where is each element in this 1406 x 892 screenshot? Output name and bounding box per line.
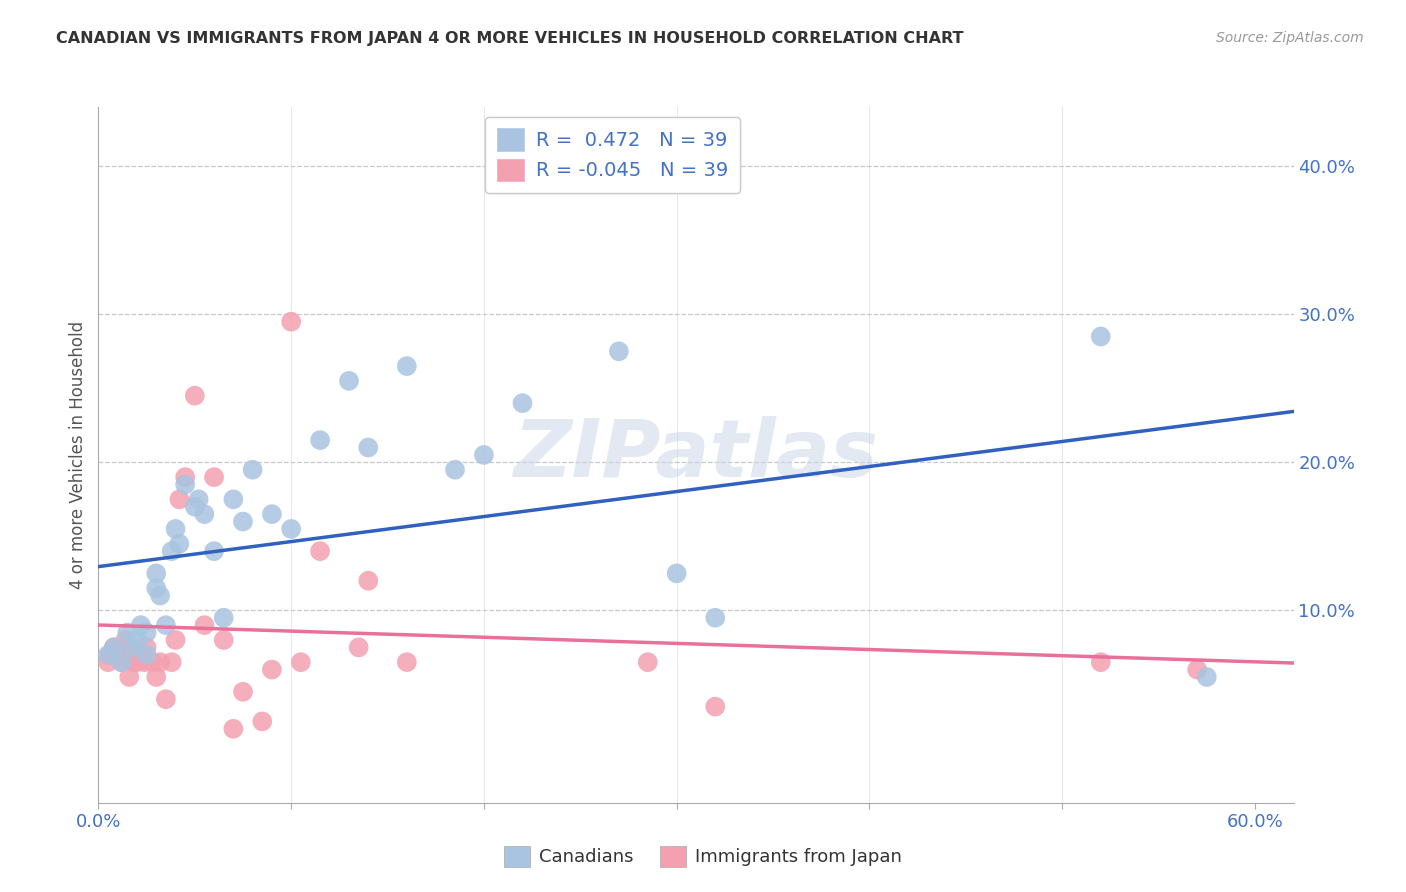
Point — [160, 655, 183, 669]
Point — [103, 640, 125, 655]
Point — [145, 566, 167, 581]
Point — [103, 640, 125, 655]
Point — [97, 648, 120, 662]
Point — [114, 632, 136, 647]
Point — [122, 640, 145, 655]
Point — [122, 655, 145, 669]
Point — [472, 448, 495, 462]
Point — [202, 470, 225, 484]
Point — [212, 632, 235, 647]
Point — [145, 670, 167, 684]
Legend: R =  0.472   N = 39, R = -0.045   N = 39: R = 0.472 N = 39, R = -0.045 N = 39 — [485, 117, 740, 193]
Point — [98, 648, 121, 662]
Point — [141, 655, 163, 669]
Y-axis label: 4 or more Vehicles in Household: 4 or more Vehicles in Household — [69, 321, 87, 589]
Point — [135, 648, 157, 662]
Point — [222, 492, 245, 507]
Point — [149, 589, 172, 603]
Point — [309, 433, 332, 447]
Point — [280, 522, 302, 536]
Point — [169, 492, 191, 507]
Point — [395, 359, 418, 373]
Point — [165, 632, 187, 647]
Point — [1195, 670, 1218, 684]
Point — [607, 344, 630, 359]
Point — [193, 618, 215, 632]
Point — [187, 492, 209, 507]
Point — [242, 463, 264, 477]
Point — [704, 611, 727, 625]
Point — [1185, 663, 1208, 677]
Point — [357, 574, 380, 588]
Point — [174, 477, 197, 491]
Point — [149, 655, 172, 669]
Point — [97, 655, 120, 669]
Point — [155, 618, 177, 632]
Legend: Canadians, Immigrants from Japan: Canadians, Immigrants from Japan — [498, 838, 908, 874]
Point — [357, 441, 380, 455]
Point — [169, 537, 191, 551]
Point — [1090, 329, 1112, 343]
Point — [118, 670, 141, 684]
Point — [125, 655, 148, 669]
Point — [155, 692, 177, 706]
Point — [260, 663, 283, 677]
Point — [290, 655, 312, 669]
Point — [160, 544, 183, 558]
Point — [637, 655, 659, 669]
Point — [107, 648, 129, 662]
Point — [110, 655, 132, 669]
Point — [222, 722, 245, 736]
Text: ZIPatlas: ZIPatlas — [513, 416, 879, 494]
Point — [135, 640, 157, 655]
Point — [444, 463, 467, 477]
Point — [704, 699, 727, 714]
Point — [193, 507, 215, 521]
Point — [347, 640, 370, 655]
Point — [110, 655, 132, 669]
Point — [232, 515, 254, 529]
Point — [212, 611, 235, 625]
Point — [184, 389, 207, 403]
Point — [125, 632, 148, 647]
Point — [252, 714, 274, 729]
Point — [134, 655, 156, 669]
Point — [260, 507, 283, 521]
Point — [232, 685, 254, 699]
Point — [117, 625, 139, 640]
Point — [129, 648, 152, 662]
Point — [309, 544, 332, 558]
Point — [135, 625, 157, 640]
Point — [202, 544, 225, 558]
Text: Source: ZipAtlas.com: Source: ZipAtlas.com — [1216, 31, 1364, 45]
Point — [174, 470, 197, 484]
Point — [512, 396, 534, 410]
Point — [145, 581, 167, 595]
Text: CANADIAN VS IMMIGRANTS FROM JAPAN 4 OR MORE VEHICLES IN HOUSEHOLD CORRELATION CH: CANADIAN VS IMMIGRANTS FROM JAPAN 4 OR M… — [56, 31, 963, 46]
Point — [337, 374, 360, 388]
Point — [280, 315, 302, 329]
Point — [129, 618, 152, 632]
Point — [184, 500, 207, 514]
Point — [1090, 655, 1112, 669]
Point — [395, 655, 418, 669]
Point — [117, 640, 139, 655]
Point — [665, 566, 688, 581]
Point — [165, 522, 187, 536]
